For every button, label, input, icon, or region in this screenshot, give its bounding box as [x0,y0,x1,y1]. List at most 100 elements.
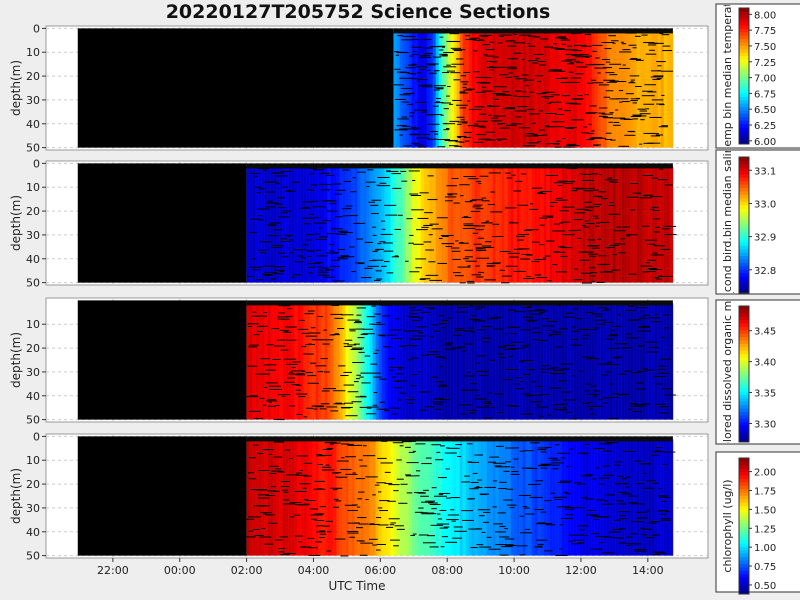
gap-streak [321,466,331,468]
gap-streak [300,207,311,209]
gap-streak [634,85,642,87]
gap-streak [540,467,548,469]
gap-streak [464,249,473,251]
section-column [627,31,632,148]
gap-streak [525,395,533,397]
section-column [567,303,571,420]
gap-streak [273,456,283,458]
gap-streak [389,369,395,371]
gap-streak [311,327,316,329]
gap-streak [285,315,293,317]
gap-streak [285,449,291,451]
gap-streak [643,194,653,196]
gap-streak [286,474,300,476]
gap-streak [574,212,585,214]
gap-streak [448,103,454,105]
gap-streak [635,483,644,485]
section-column [627,303,631,420]
colorbar-segment [739,577,749,581]
gap-streak [316,454,323,456]
gap-streak [527,320,535,322]
gap-streak [446,193,458,195]
gap-streak [625,486,630,488]
gap-streak [467,265,471,267]
gap-streak [561,95,570,97]
gap-streak [426,69,431,71]
gap-streak [585,112,598,114]
gap-streak [456,136,467,138]
section-column [390,439,394,556]
section-column [516,439,520,556]
gap-streak [470,210,481,212]
y-tick-label: 50 [26,550,40,563]
gap-streak [277,316,290,318]
gap-streak [540,368,546,370]
gap-streak [655,447,663,449]
gap-streak [460,75,467,77]
section-column [330,166,334,283]
section-column [342,439,346,556]
gap-streak [612,42,616,44]
gap-streak [278,252,286,254]
colorbar-segment [739,323,749,327]
gap-streak [529,496,543,498]
gap-streak [285,326,297,328]
gap-streak [318,269,323,271]
gap-streak [460,195,464,197]
section-column [645,439,649,556]
gap-streak [478,138,491,140]
gap-streak [418,85,423,87]
gap-streak [643,142,654,144]
gap-streak [353,343,360,345]
section-column [306,303,310,420]
gap-streak [347,344,357,346]
gap-streak [566,466,571,468]
gap-streak [472,206,481,208]
gap-streak [552,264,558,266]
gap-streak [322,525,330,527]
gap-streak [562,234,575,236]
gap-streak [391,338,403,340]
gap-streak [591,515,598,517]
gap-streak [495,466,507,468]
section-column [408,439,412,556]
gap-streak [403,330,415,332]
gap-streak [409,193,419,195]
gap-streak [376,408,388,410]
gap-streak [591,313,603,315]
gap-streak [409,307,416,309]
section-column [321,166,325,283]
gap-streak [558,185,563,187]
gap-streak [351,401,362,403]
section-column [399,31,404,148]
gap-streak [587,132,594,134]
gap-streak [492,262,501,264]
gap-streak [475,247,483,249]
gap-streak [286,308,293,310]
gap-streak [318,236,328,238]
gap-streak [467,282,475,284]
colorbar-tick-label: 6.50 [754,105,776,116]
gap-streak [617,537,625,539]
gap-streak [607,246,615,248]
gap-streak [246,396,259,398]
gap-streak [295,374,306,376]
gap-streak [530,394,542,396]
gap-streak [386,272,394,274]
gap-streak [365,498,369,500]
gap-streak [379,182,387,184]
gap-streak [353,322,362,324]
gap-streak [394,228,402,230]
gap-streak [443,108,449,110]
gap-streak [442,52,454,54]
gap-streak [265,382,278,384]
section-column [249,303,253,420]
gap-streak [607,396,619,398]
gap-streak [573,44,587,46]
gap-streak [325,520,333,522]
gap-streak [611,329,616,331]
gap-streak [641,95,655,97]
section-column [411,166,415,283]
section-column [336,439,340,556]
section-column [534,303,538,420]
